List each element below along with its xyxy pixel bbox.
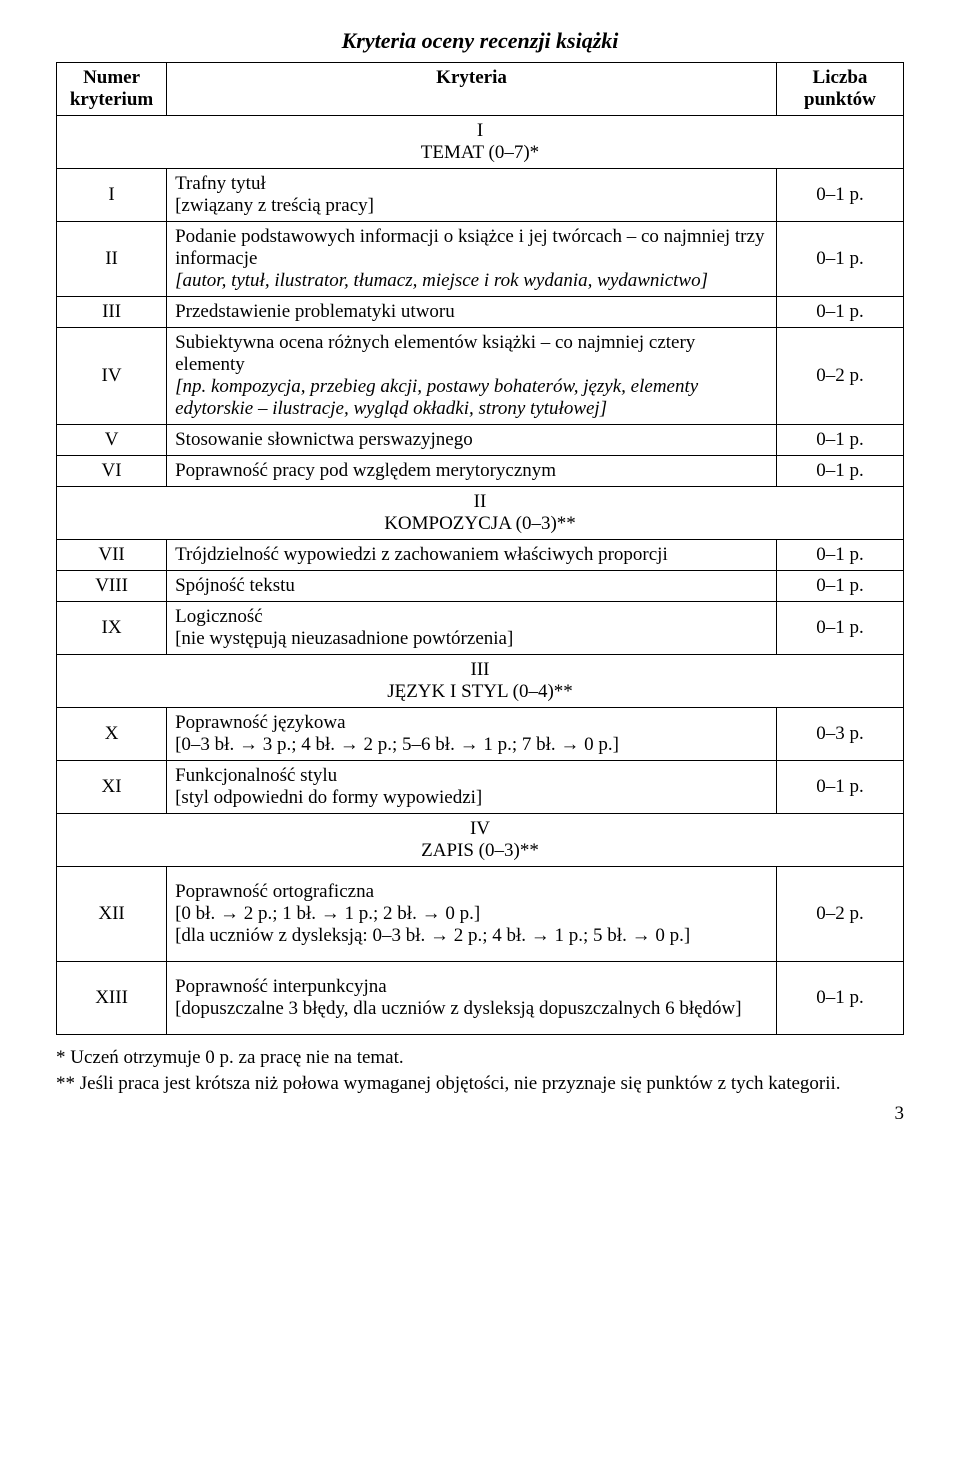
header-row: Numer kryterium Kryteria Liczba punktów xyxy=(57,63,904,116)
row-points: 0–1 p. xyxy=(776,456,903,487)
criterion-note: [związany z treścią pracy] xyxy=(175,195,768,217)
table-row: X Poprawność językowa [0–3 bł. → 3 p.; 4… xyxy=(57,708,904,761)
row-points: 0–1 p. xyxy=(776,169,903,222)
criterion-note: [dopuszczalne 3 błędy, dla uczniów z dys… xyxy=(175,998,768,1020)
row-number: XII xyxy=(57,867,167,962)
table-row: VII Trójdzielność wypowiedzi z zachowani… xyxy=(57,540,904,571)
section-row: I TEMAT (0–7)* xyxy=(57,116,904,169)
criterion-text: Poprawność ortograficzna xyxy=(175,881,768,903)
table-row: IX Logiczność [nie występują nieuzasadni… xyxy=(57,602,904,655)
row-points: 0–1 p. xyxy=(776,602,903,655)
table-row: V Stosowanie słownictwa perswazyjnego 0–… xyxy=(57,425,904,456)
criterion-note: [nie występują nieuzasadnione powtórzeni… xyxy=(175,628,768,650)
row-text: Podanie podstawowych informacji o książc… xyxy=(167,222,777,297)
row-text: Spójność tekstu xyxy=(167,571,777,602)
criterion-note: [0–3 bł. → 3 p.; 4 bł. → 2 p.; 5–6 bł. →… xyxy=(175,734,768,756)
criteria-table: Numer kryterium Kryteria Liczba punktów … xyxy=(56,62,904,1035)
section-number: III xyxy=(65,659,895,681)
row-number: IX xyxy=(57,602,167,655)
criterion-note: [dla uczniów z dysleksją: 0–3 bł. → 2 p.… xyxy=(175,925,768,947)
footnote-a: * Uczeń otrzymuje 0 p. za pracę nie na t… xyxy=(56,1047,904,1069)
criterion-text: Logiczność xyxy=(175,606,768,628)
row-number: III xyxy=(57,297,167,328)
section-label: ZAPIS (0–3)** xyxy=(65,840,895,862)
table-row: VI Poprawność pracy pod względem merytor… xyxy=(57,456,904,487)
table-row: II Podanie podstawowych informacji o ksi… xyxy=(57,222,904,297)
table-row: XII Poprawność ortograficzna [0 bł. → 2 … xyxy=(57,867,904,962)
criterion-text: Trafny tytuł xyxy=(175,173,768,195)
section-row: III JĘZYK I STYL (0–4)** xyxy=(57,655,904,708)
criterion-text: Poprawność językowa xyxy=(175,712,768,734)
row-points: 0–3 p. xyxy=(776,708,903,761)
row-number: XI xyxy=(57,761,167,814)
section-row: II KOMPOZYCJA (0–3)** xyxy=(57,487,904,540)
footnotes: * Uczeń otrzymuje 0 p. za pracę nie na t… xyxy=(56,1047,904,1095)
row-number: I xyxy=(57,169,167,222)
table-row: XI Funkcjonalność stylu [styl odpowiedni… xyxy=(57,761,904,814)
row-text: Trójdzielność wypowiedzi z zachowaniem w… xyxy=(167,540,777,571)
criterion-text: Poprawność interpunkcyjna xyxy=(175,976,768,998)
header-kryteria: Kryteria xyxy=(167,63,777,116)
section-label: KOMPOZYCJA (0–3)** xyxy=(65,513,895,535)
criterion-note: [autor, tytuł, ilustrator, tłumacz, miej… xyxy=(175,270,768,292)
row-points: 0–1 p. xyxy=(776,425,903,456)
row-number: XIII xyxy=(57,962,167,1035)
header-liczba: Liczba punktów xyxy=(776,63,903,116)
row-text: Poprawność interpunkcyjna [dopuszczalne … xyxy=(167,962,777,1035)
row-number: X xyxy=(57,708,167,761)
table-row: III Przedstawienie problematyki utworu 0… xyxy=(57,297,904,328)
criterion-text: Subiektywna ocena różnych elementów ksią… xyxy=(175,332,768,376)
row-number: VI xyxy=(57,456,167,487)
row-text: Stosowanie słownictwa perswazyjnego xyxy=(167,425,777,456)
row-text: Poprawność językowa [0–3 bł. → 3 p.; 4 b… xyxy=(167,708,777,761)
criterion-note: [np. kompozycja, przebieg akcji, postawy… xyxy=(175,376,768,420)
criterion-note: [styl odpowiedni do formy wypowiedzi] xyxy=(175,787,768,809)
table-row: I Trafny tytuł [związany z treścią pracy… xyxy=(57,169,904,222)
row-text: Przedstawienie problematyki utworu xyxy=(167,297,777,328)
section-number: I xyxy=(65,120,895,142)
criterion-text: Funkcjonalność stylu xyxy=(175,765,768,787)
section-number: II xyxy=(65,491,895,513)
footnote-b: ** Jeśli praca jest krótsza niż połowa w… xyxy=(56,1073,904,1095)
row-text: Funkcjonalność stylu [styl odpowiedni do… xyxy=(167,761,777,814)
header-numer: Numer kryterium xyxy=(57,63,167,116)
table-row: VIII Spójność tekstu 0–1 p. xyxy=(57,571,904,602)
row-text: Subiektywna ocena różnych elementów ksią… xyxy=(167,328,777,425)
criterion-note: [0 bł. → 2 p.; 1 bł. → 1 p.; 2 bł. → 0 p… xyxy=(175,903,768,925)
row-points: 0–1 p. xyxy=(776,962,903,1035)
row-points: 0–1 p. xyxy=(776,761,903,814)
row-points: 0–1 p. xyxy=(776,571,903,602)
row-number: V xyxy=(57,425,167,456)
page-number: 3 xyxy=(56,1103,904,1125)
row-points: 0–2 p. xyxy=(776,867,903,962)
row-number: VIII xyxy=(57,571,167,602)
row-points: 0–2 p. xyxy=(776,328,903,425)
section-row: IV ZAPIS (0–3)** xyxy=(57,814,904,867)
row-number: II xyxy=(57,222,167,297)
table-row: IV Subiektywna ocena różnych elementów k… xyxy=(57,328,904,425)
row-text: Poprawność ortograficzna [0 bł. → 2 p.; … xyxy=(167,867,777,962)
section-label: JĘZYK I STYL (0–4)** xyxy=(65,681,895,703)
page-title: Kryteria oceny recenzji książki xyxy=(56,28,904,54)
row-text: Trafny tytuł [związany z treścią pracy] xyxy=(167,169,777,222)
section-label: TEMAT (0–7)* xyxy=(65,142,895,164)
criterion-text: Podanie podstawowych informacji o książc… xyxy=(175,226,768,270)
section-number: IV xyxy=(65,818,895,840)
row-points: 0–1 p. xyxy=(776,222,903,297)
table-row: XIII Poprawność interpunkcyjna [dopuszcz… xyxy=(57,962,904,1035)
row-text: Poprawność pracy pod względem merytorycz… xyxy=(167,456,777,487)
row-number: IV xyxy=(57,328,167,425)
row-text: Logiczność [nie występują nieuzasadnione… xyxy=(167,602,777,655)
row-points: 0–1 p. xyxy=(776,540,903,571)
row-number: VII xyxy=(57,540,167,571)
row-points: 0–1 p. xyxy=(776,297,903,328)
